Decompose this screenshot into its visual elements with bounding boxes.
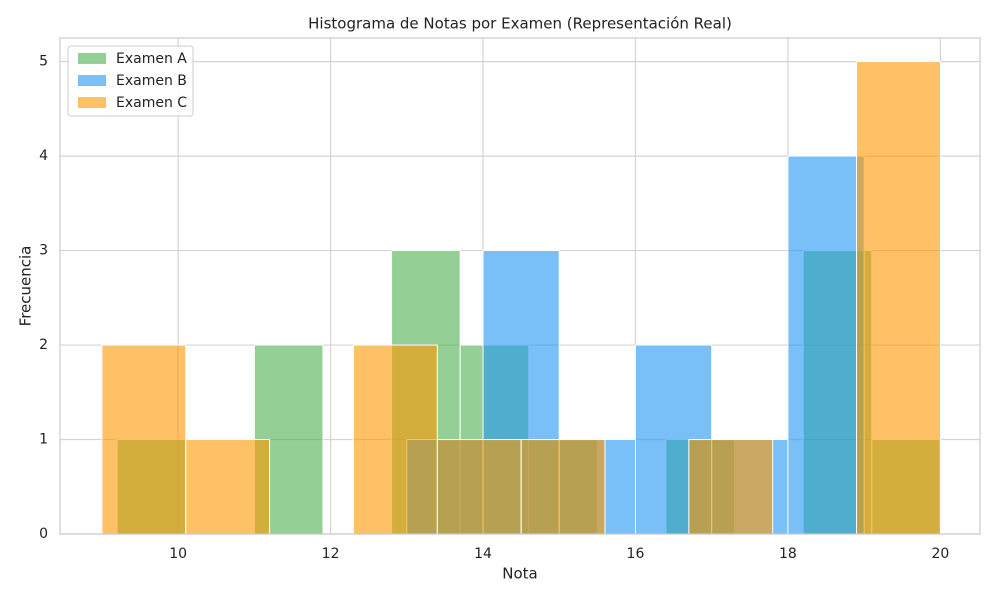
y-axis-label: Frecuencia xyxy=(17,246,35,327)
bars xyxy=(101,61,941,535)
x-tick-label: 14 xyxy=(474,546,492,562)
bar xyxy=(520,439,606,535)
legend: Examen A Examen B Examen C xyxy=(67,45,194,117)
bar xyxy=(436,439,522,535)
legend-swatch xyxy=(78,97,106,108)
x-tick-label: 16 xyxy=(627,546,645,562)
legend-label: Examen B xyxy=(116,73,187,89)
y-tick-label: 5 xyxy=(39,54,48,70)
x-tick-label: 10 xyxy=(169,546,187,562)
x-tick-label: 20 xyxy=(931,546,949,562)
x-tick-label: 18 xyxy=(779,546,797,562)
bar xyxy=(101,344,187,535)
legend-swatch xyxy=(78,75,106,86)
legend-swatch xyxy=(78,53,106,64)
y-tick-label: 2 xyxy=(39,337,48,353)
y-tick-label: 3 xyxy=(39,243,48,259)
y-tick-label: 1 xyxy=(39,432,48,448)
plot-frame xyxy=(59,37,981,535)
y-tick-label: 4 xyxy=(39,148,48,164)
bar xyxy=(185,439,271,535)
x-axis-label: Nota xyxy=(502,565,537,583)
legend-label: Examen A xyxy=(116,51,187,67)
bar xyxy=(688,439,774,535)
chart-title: Histograma de Notas por Examen (Represen… xyxy=(308,15,732,33)
legend-label: Examen C xyxy=(116,95,187,111)
y-tick-label: 0 xyxy=(39,526,48,542)
bar xyxy=(787,155,865,535)
bar xyxy=(856,61,941,535)
x-tick-label: 12 xyxy=(322,546,340,562)
bar xyxy=(352,344,438,535)
